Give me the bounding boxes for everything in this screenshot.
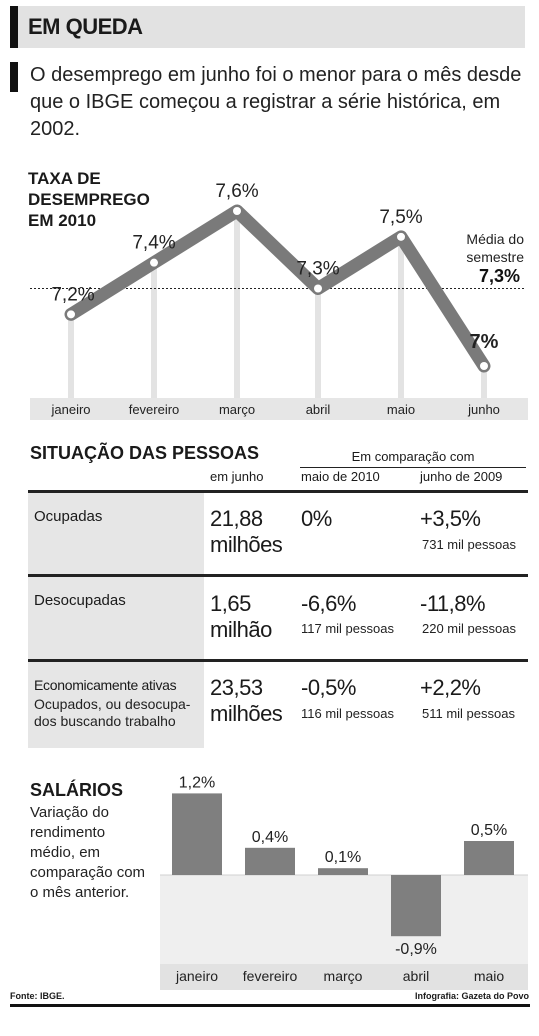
row-may-note: 117 mil pessoas (301, 621, 394, 636)
row-divider (28, 574, 528, 577)
row-value: 23,53 (210, 675, 263, 700)
row-unit: milhão (210, 617, 272, 642)
x-tick-label: março (219, 402, 255, 417)
average-label: Média do (466, 231, 524, 247)
row-unit: milhões (210, 701, 283, 726)
series-line (64, 204, 491, 373)
row-label-cell (28, 662, 204, 748)
row-label-cell (28, 493, 204, 574)
col-head-june: em junho (210, 469, 264, 484)
data-point (233, 207, 241, 215)
row-may-change: -0,5% (301, 675, 356, 700)
credit-note: Infografia: Gazeta do Povo (414, 991, 529, 1001)
bar-value-label: 0,5% (471, 822, 507, 839)
data-label: 7,2% (51, 284, 94, 305)
col-head-june2009: junho de 2009 (420, 469, 503, 484)
row-divider (28, 659, 528, 662)
unemployment-line-chart: 7,2% 7,4% 7,6% 7,3% 7,5% 7% janeiro fevereiro ma… (30, 181, 528, 420)
row-unit: milhões (210, 532, 283, 557)
salary-chart-title: SALÁRIOS (30, 780, 124, 800)
data-label: 7% (470, 331, 499, 353)
average-value: 7,3% (479, 266, 520, 286)
x-tick-label: março (324, 968, 363, 984)
row-june2009-change: -11,8% (420, 591, 486, 616)
header-bar (10, 6, 525, 48)
row-value: 21,88 (210, 506, 263, 531)
subtitle-marker (10, 62, 18, 92)
salary-chart-description: Variação do rendimento médio, em compara… (30, 804, 146, 901)
people-section-title: SITUAÇÃO DAS PESSOAS (30, 443, 260, 463)
row-value: 1,65 (210, 591, 251, 616)
bar-chart-negative-area (160, 875, 528, 964)
bar (464, 841, 514, 875)
data-point (314, 284, 322, 293)
x-tick-label: fevereiro (129, 402, 180, 417)
data-point (150, 258, 158, 267)
row-label-cell (28, 577, 204, 659)
row-may-note: 116 mil pessoas (301, 706, 394, 721)
page-subtitle: O desemprego em junho foi o menor para o… (30, 64, 522, 140)
row-june2009-note: 731 mil pessoas (422, 537, 516, 552)
bar-value-label: 1,2% (179, 774, 215, 791)
col-head-may: maio de 2010 (301, 469, 380, 484)
data-label: 7,6% (215, 181, 258, 202)
bar-value-label: -0,9% (395, 941, 437, 958)
data-label: 7,5% (379, 207, 422, 228)
bar (391, 875, 441, 937)
footer-rule (10, 1004, 530, 1007)
bar (318, 868, 368, 875)
rate-chart-title: TAXA DE DESEMPREGO EM 2010 (28, 169, 150, 230)
data-point (67, 310, 75, 319)
row-june2009-change: +2,2% (420, 675, 481, 700)
data-label: 7,4% (132, 233, 175, 254)
x-tick-label: abril (403, 968, 429, 984)
x-tick-label: janeiro (50, 402, 90, 417)
data-point (397, 232, 405, 241)
x-tick-label: maio (387, 402, 415, 417)
x-tick-label: janeiro (175, 968, 218, 984)
x-axis-band (160, 964, 528, 990)
row-june2009-note: 220 mil pessoas (422, 621, 516, 636)
row-june2009-change: +3,5% (420, 506, 481, 531)
row-label: Economicamente ativas (34, 677, 177, 693)
row-may-change: 0% (301, 506, 332, 531)
comparison-title: Em comparação com (300, 449, 526, 468)
row-label: Ocupadas (34, 508, 103, 525)
x-tick-label: maio (474, 968, 505, 984)
source-note: Fonte: IBGE. (10, 991, 65, 1001)
x-tick-label: junho (467, 402, 500, 417)
bar-value-label: 0,4% (252, 829, 288, 846)
data-point (480, 362, 488, 370)
row-may-change: -6,6% (301, 591, 356, 616)
bar (245, 847, 295, 875)
x-tick-label: abril (306, 402, 331, 417)
average-label: semestre (466, 249, 524, 265)
page-title: EM QUEDA (28, 14, 143, 39)
bar-value-label: 0,1% (325, 849, 361, 866)
x-tick-label: fevereiro (243, 968, 298, 984)
data-label: 7,3% (296, 259, 339, 280)
row-divider (28, 490, 528, 493)
row-june2009-note: 511 mil pessoas (422, 706, 515, 721)
row-sublabel: Ocupados, ou desocupa-dos buscando traba… (34, 696, 191, 729)
x-axis-band (30, 398, 528, 420)
row-label: Desocupadas (34, 592, 126, 609)
bar (172, 793, 222, 875)
